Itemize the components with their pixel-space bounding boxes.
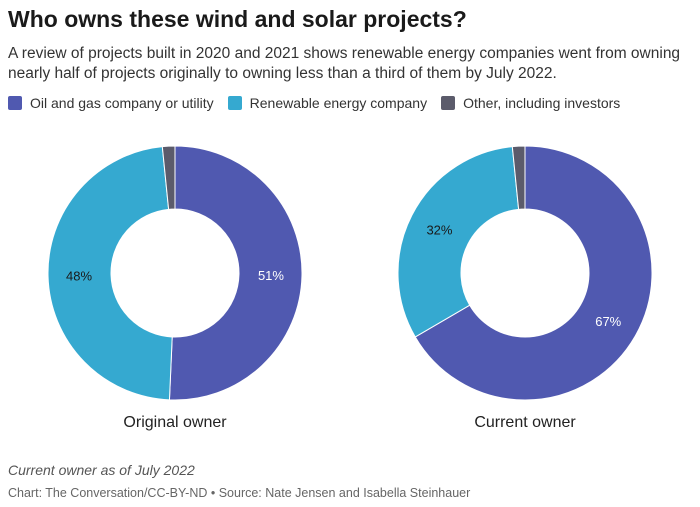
slice-original-owner-renewable-energy-company — [47, 146, 173, 401]
slice-current-owner-renewable-energy-company — [397, 146, 520, 338]
chart-subtitle: A review of projects built in 2020 and 2… — [8, 45, 681, 82]
source-credit: Chart: The Conversation/CC-BY-ND • Sourc… — [8, 486, 471, 500]
slice-label-current-owner-renewable-energy-company: 32% — [426, 222, 452, 237]
legend-item-oil-gas: Oil and gas company or utility — [8, 95, 214, 111]
slice-original-owner-other-including-investors — [161, 145, 176, 210]
legend-item-other: Other, including investors — [441, 95, 620, 111]
legend-label-oil-gas: Oil and gas company or utility — [30, 95, 214, 111]
legend-swatch-renewable — [227, 96, 242, 110]
legend: Oil and gas company or utility Renewable… — [8, 95, 634, 111]
legend-swatch-other — [441, 96, 456, 110]
slice-current-owner-oil-and-gas-company-or-utility — [414, 145, 653, 401]
slice-label-original-owner-renewable-energy-company: 48% — [66, 269, 92, 284]
slice-label-current-owner-oil-and-gas-company-or-utility: 67% — [595, 314, 621, 329]
slice-label-original-owner-oil-and-gas-company-or-utility: 51% — [258, 268, 284, 283]
slice-original-owner-oil-and-gas-company-or-utility — [168, 145, 303, 401]
legend-label-other: Other, including investors — [463, 95, 621, 111]
slice-current-owner-other-including-investors — [511, 145, 526, 210]
donut-title-current-owner: Current owner — [474, 414, 576, 431]
legend-item-renewable: Renewable energy company — [227, 95, 428, 111]
footnote: Current owner as of July 2022 — [8, 462, 195, 478]
chart-title: Who owns these wind and solar projects? — [8, 6, 467, 32]
legend-swatch-oil-gas — [8, 96, 22, 110]
donut-title-original-owner: Original owner — [123, 414, 227, 431]
legend-label-renewable: Renewable energy company — [249, 95, 428, 111]
